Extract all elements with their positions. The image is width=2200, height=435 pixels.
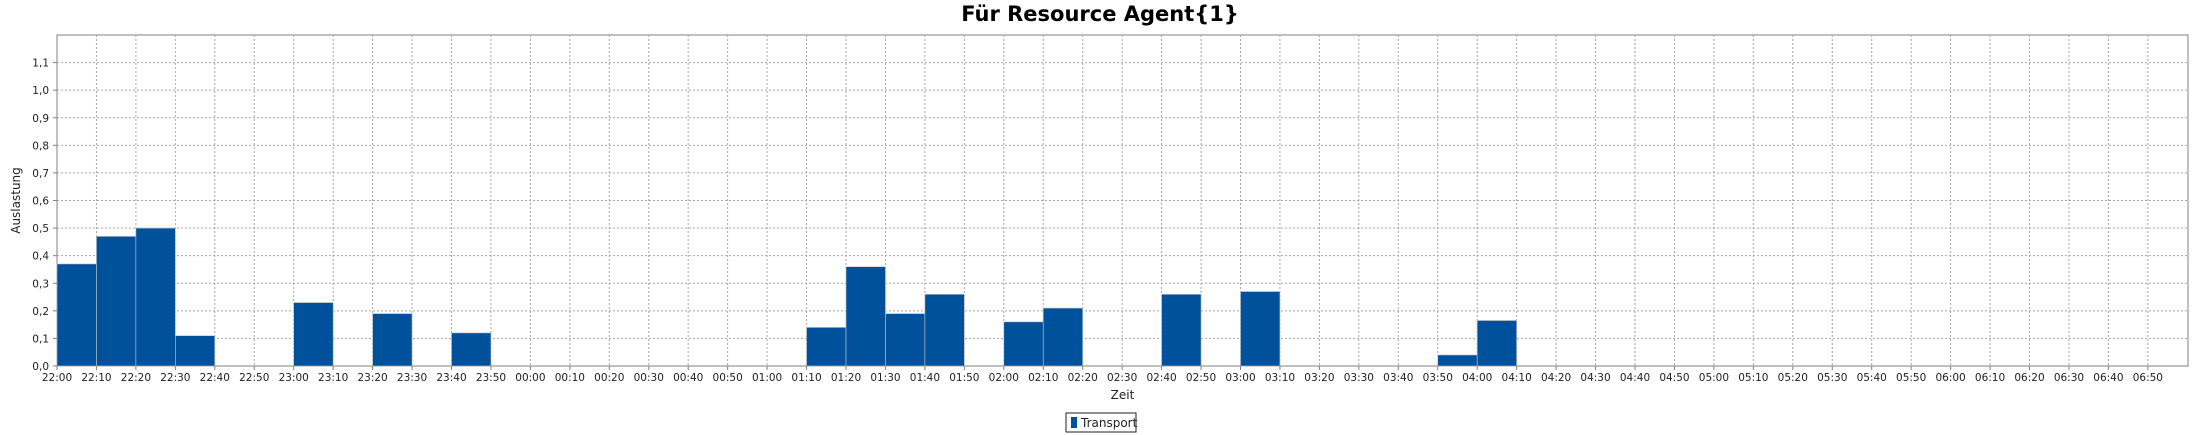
x-axis-ticks: 22:00 22:10 22:20 22:30 22:40 22:50 23:00 23:10… [42, 366, 2163, 384]
bar [175, 335, 216, 367]
y-tick-label: 0,2 [32, 306, 49, 318]
x-tick-label: 04:10 [1502, 372, 1532, 384]
bar [806, 327, 847, 367]
bar [451, 332, 492, 367]
x-tick-label: 02:10 [1028, 372, 1058, 384]
bar [96, 236, 137, 367]
x-tick-label: 00:40 [673, 372, 703, 384]
x-tick-label: 22:50 [239, 372, 269, 384]
x-tick-label: 00:10 [555, 372, 585, 384]
y-tick-label: 0,6 [32, 196, 49, 208]
y-tick-label: 0,0 [32, 361, 49, 373]
x-tick-label: 03:40 [1383, 372, 1413, 384]
x-tick-label: 05:20 [1778, 372, 1808, 384]
x-tick-label: 06:50 [2133, 372, 2163, 384]
x-tick-label: 01:50 [949, 372, 979, 384]
x-tick-label: 22:30 [160, 372, 190, 384]
x-tick-label: 03:50 [1423, 372, 1453, 384]
grid [57, 35, 2188, 366]
bar [56, 263, 97, 367]
x-tick-label: 01:00 [752, 372, 782, 384]
x-tick-label: 05:30 [1817, 372, 1847, 384]
x-tick-label: 04:00 [1462, 372, 1492, 384]
bar [1042, 307, 1084, 367]
x-tick-label: 06:40 [2093, 372, 2123, 384]
legend: Transport [1065, 412, 1138, 433]
x-tick-label: 04:40 [1620, 372, 1650, 384]
x-tick-label: 03:20 [1304, 372, 1334, 384]
bar [1161, 293, 1202, 367]
x-tick-label: 23:00 [279, 372, 309, 384]
x-tick-label: 22:40 [200, 372, 230, 384]
legend-box [1065, 412, 1137, 433]
bar [372, 313, 413, 367]
y-axis-label: Auslastung [9, 167, 23, 234]
bar [924, 293, 965, 367]
x-tick-label: 03:10 [1265, 372, 1295, 384]
x-tick-label: 02:20 [1068, 372, 1098, 384]
bar [1437, 354, 1478, 367]
x-tick-label: 00:30 [634, 372, 664, 384]
x-tick-label: 05:00 [1699, 372, 1729, 384]
x-tick-label: 23:20 [357, 372, 387, 384]
x-tick-label: 04:20 [1541, 372, 1571, 384]
chart-title: Für Resource Agent{1} [961, 2, 1239, 26]
bar [845, 266, 886, 367]
y-tick-label: 0,4 [32, 251, 49, 263]
bars [56, 227, 1517, 367]
x-tick-label: 01:20 [831, 372, 861, 384]
y-tick-label: 1,0 [32, 85, 49, 97]
x-tick-label: 01:40 [910, 372, 940, 384]
y-tick-label: 0,1 [32, 333, 49, 345]
x-axis-label: Zeit [1111, 388, 1135, 402]
x-tick-label: 03:30 [1344, 372, 1374, 384]
legend-entry-transport: Transport [1080, 416, 1138, 430]
x-tick-label: 05:10 [1738, 372, 1768, 384]
y-tick-label: 0,8 [32, 140, 49, 152]
x-tick-label: 03:00 [1225, 372, 1255, 384]
x-tick-label: 02:30 [1107, 372, 1137, 384]
bar [293, 302, 334, 367]
x-tick-label: 22:20 [121, 372, 151, 384]
x-tick-label: 23:50 [476, 372, 506, 384]
y-tick-label: 1,1 [32, 58, 49, 70]
x-tick-label: 02:40 [1146, 372, 1176, 384]
x-tick-label: 02:50 [1186, 372, 1216, 384]
x-tick-label: 02:00 [989, 372, 1019, 384]
x-tick-label: 22:00 [42, 372, 72, 384]
x-tick-label: 01:30 [870, 372, 900, 384]
x-tick-label: 06:20 [2014, 372, 2044, 384]
y-tick-label: 0,7 [32, 168, 49, 180]
y-axis-ticks: 0,0 0,1 0,2 0,3 0,4 0,5 0,6 0,7 0,8 0,9 1,0 1,1 [32, 58, 57, 373]
x-tick-label: 23:10 [318, 372, 348, 384]
bar [135, 227, 176, 367]
y-tick-label: 0,3 [32, 278, 49, 290]
legend-swatch [1071, 417, 1077, 428]
x-tick-label: 01:10 [791, 372, 821, 384]
y-tick-label: 0,9 [32, 113, 49, 125]
bar [1476, 320, 1517, 367]
x-tick-label: 00:20 [594, 372, 624, 384]
x-tick-label: 22:10 [81, 372, 111, 384]
bar [1003, 321, 1044, 367]
x-tick-label: 04:30 [1580, 372, 1610, 384]
x-tick-label: 05:50 [1896, 372, 1926, 384]
x-tick-label: 00:50 [713, 372, 743, 384]
y-tick-label: 0,5 [32, 223, 49, 235]
x-tick-label: 00:00 [515, 372, 545, 384]
x-tick-label: 04:50 [1659, 372, 1689, 384]
bar [885, 313, 926, 367]
x-tick-label: 05:40 [1857, 372, 1887, 384]
bar [1240, 291, 1281, 367]
x-tick-label: 06:00 [1935, 372, 1965, 384]
x-tick-label: 06:30 [2054, 372, 2084, 384]
x-tick-label: 06:10 [1975, 372, 2005, 384]
x-tick-label: 23:40 [436, 372, 466, 384]
x-tick-label: 23:30 [397, 372, 427, 384]
